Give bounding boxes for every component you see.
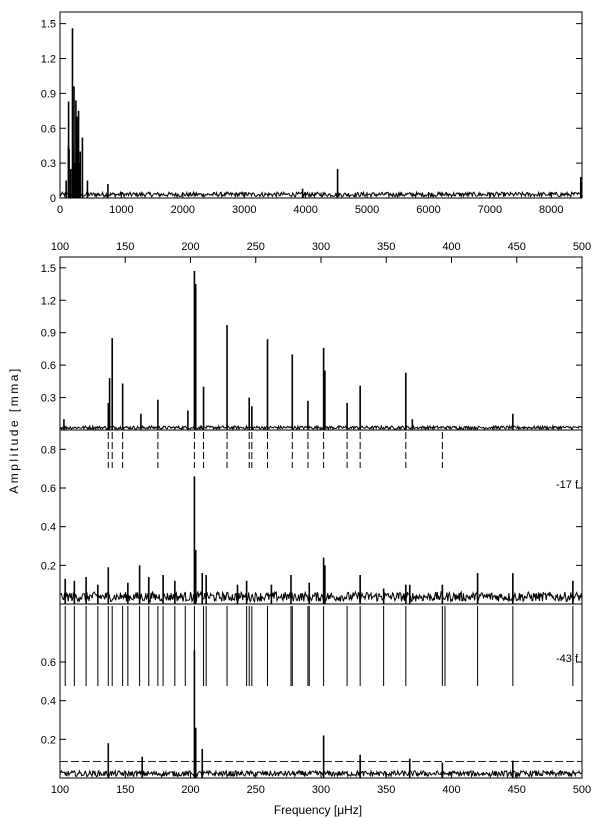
x-axis-label: Frequency [μHz]: [274, 803, 362, 817]
x-tick-label: 500: [573, 784, 591, 796]
x-tick-label: 200: [181, 784, 199, 796]
plot-frame: [59, 603, 583, 779]
noise-trace: [59, 590, 583, 604]
y-axis-label: Amplitude [mma]: [7, 366, 21, 494]
y-tick-label: 0.9: [41, 88, 56, 100]
y-tick-label: 0.3: [41, 158, 56, 170]
noise-trace: [59, 190, 582, 199]
y-tick-label: 0.6: [41, 123, 56, 135]
panel-annotation: -43 f: [556, 653, 579, 665]
y-tick-label: 0.4: [41, 696, 56, 708]
noise-trace: [59, 424, 583, 432]
x-tick-label: 2000: [171, 204, 195, 216]
x-tick-label: 300: [312, 241, 330, 253]
y-tick-label: 0.2: [41, 560, 56, 572]
y-tick-label: 0.2: [41, 734, 56, 746]
x-tick-label: 200: [181, 241, 199, 253]
x-tick-label: 5000: [355, 204, 379, 216]
x-tick-label: 150: [116, 241, 134, 253]
x-tick-label: 400: [442, 784, 460, 796]
x-tick-label: 1000: [109, 204, 133, 216]
x-tick-label: 8000: [539, 204, 563, 216]
x-tick-label: 300: [312, 784, 330, 796]
panel-residual_43f: [59, 603, 583, 779]
y-tick-label: 0.6: [41, 360, 56, 372]
x-tick-label: 3000: [232, 204, 256, 216]
plot-frame: [59, 429, 583, 605]
x-tick-label: 350: [377, 784, 395, 796]
y-tick-label: 0.8: [41, 444, 56, 456]
panel-residual_17f: [59, 429, 583, 686]
x-tick-label: 7000: [478, 204, 502, 216]
x-tick-label: 500: [573, 241, 591, 253]
plot-frame: [59, 256, 583, 431]
y-tick-label: 1.2: [41, 295, 56, 307]
y-tick-label: 0.4: [41, 522, 56, 534]
x-tick-label: 400: [442, 241, 460, 253]
y-tick-label: 0.6: [41, 657, 56, 669]
x-tick-label: 100: [51, 784, 69, 796]
y-tick-label: 0.9: [41, 328, 56, 340]
x-tick-label: 4000: [293, 204, 317, 216]
panel-original: [59, 256, 583, 468]
x-tick-label: 450: [508, 784, 526, 796]
y-tick-label: 0.3: [41, 393, 56, 405]
x-tick-label: 100: [51, 241, 69, 253]
x-tick-label: 6000: [416, 204, 440, 216]
y-tick-label: 1.5: [41, 19, 56, 31]
x-tick-label: 250: [247, 784, 265, 796]
panel-overview: [59, 11, 583, 199]
y-tick-label: 1.5: [41, 263, 56, 275]
x-tick-label: 0: [57, 204, 63, 216]
plot-frame: [59, 11, 583, 199]
x-tick-label: 350: [377, 241, 395, 253]
y-tick-label: 0.6: [41, 483, 56, 495]
y-tick-label: 0: [50, 193, 56, 205]
y-tick-label: 1.2: [41, 54, 56, 66]
x-tick-label: 450: [508, 241, 526, 253]
x-tick-label: 250: [247, 241, 265, 253]
panel-annotation: -17 f: [556, 479, 579, 491]
x-tick-label: 150: [116, 784, 134, 796]
